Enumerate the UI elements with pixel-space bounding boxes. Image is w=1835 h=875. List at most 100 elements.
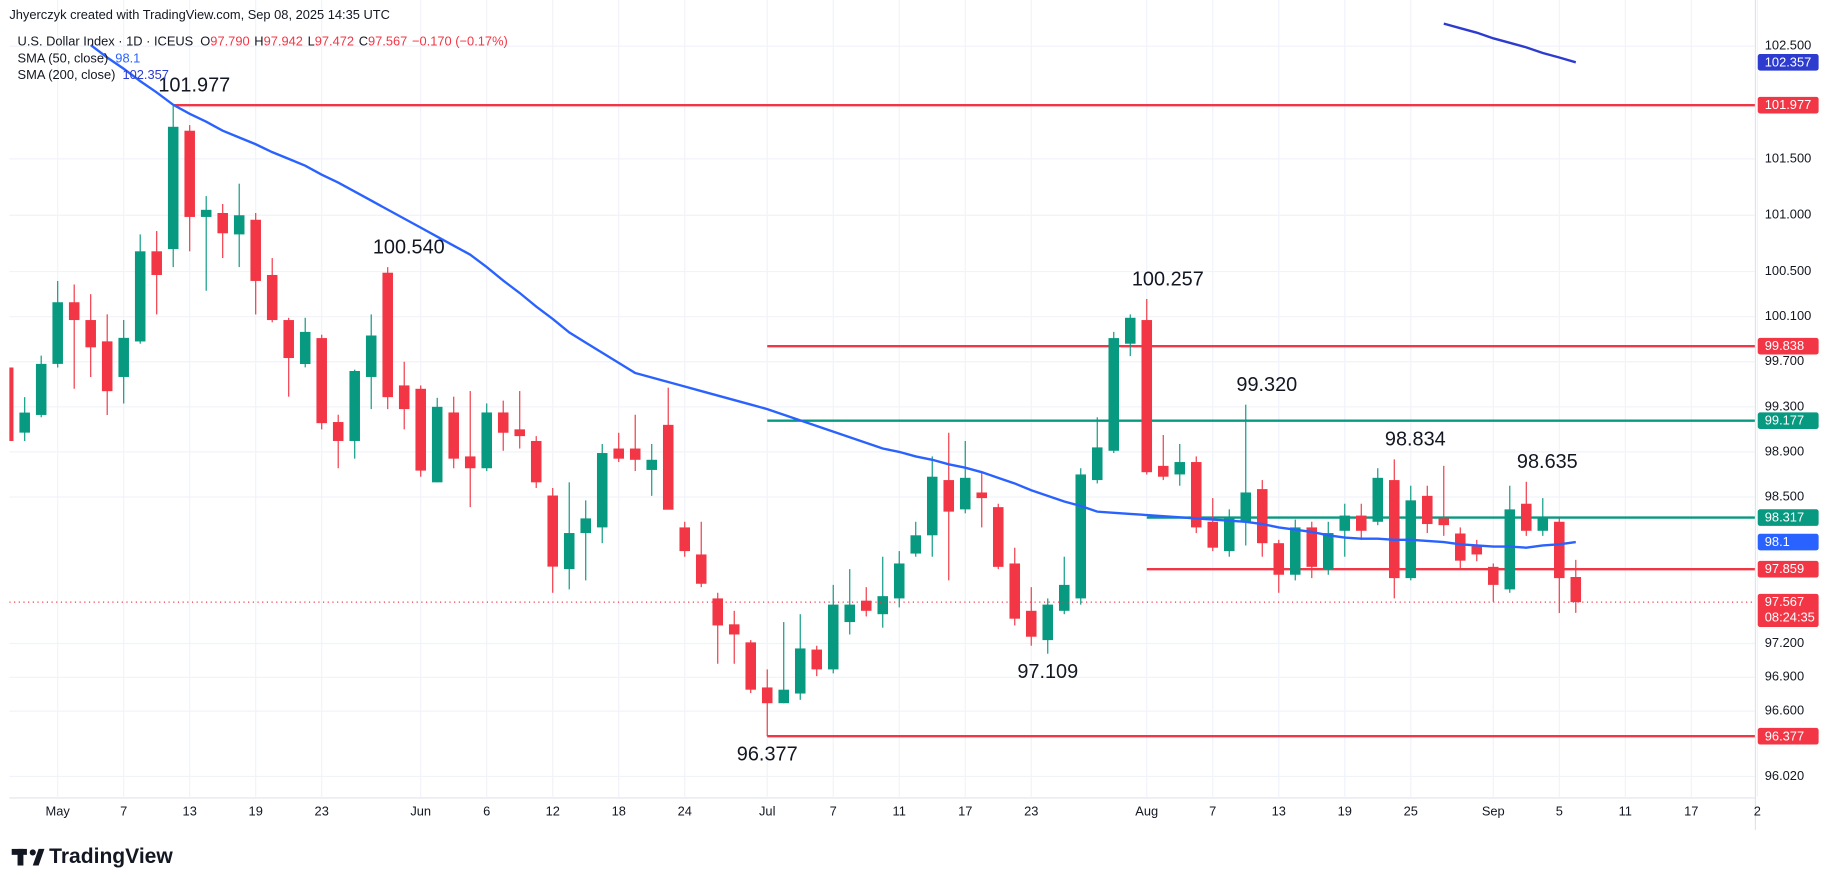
candle-body bbox=[85, 320, 96, 348]
candle-body bbox=[1124, 317, 1136, 344]
quote-key: H bbox=[254, 34, 263, 49]
candle-body bbox=[728, 624, 740, 635]
legend-value: 102.357 bbox=[122, 67, 168, 82]
x-tick-label: 7 bbox=[830, 804, 837, 819]
candle-body bbox=[679, 527, 690, 552]
y-tick-label: 102.500 bbox=[1765, 38, 1811, 53]
candle-body bbox=[1389, 480, 1400, 579]
candle-body bbox=[299, 331, 311, 365]
candle-body bbox=[1075, 474, 1087, 599]
x-tick-label: 18 bbox=[612, 804, 626, 819]
candle-body bbox=[1554, 521, 1565, 579]
candle-body bbox=[1141, 320, 1153, 473]
price-tag-label: 96.377 bbox=[1765, 728, 1804, 743]
candle-body bbox=[250, 219, 261, 281]
candle-body bbox=[1223, 518, 1235, 552]
annotation: 99.320 bbox=[1236, 374, 1297, 396]
candle-body bbox=[712, 598, 723, 626]
candle-body bbox=[167, 126, 179, 250]
plot-area bbox=[9, 22, 1756, 738]
candle-body bbox=[613, 448, 624, 459]
quote-value: 97.472 bbox=[315, 34, 354, 49]
price-tag-label: 97.859 bbox=[1765, 561, 1804, 576]
x-tick-label: Jun bbox=[410, 804, 431, 819]
candle-body bbox=[1190, 462, 1202, 528]
attribution: Jhyerczyk created with TradingView.com, … bbox=[9, 7, 390, 22]
candle-body bbox=[1009, 563, 1021, 619]
candle-body bbox=[1339, 515, 1351, 531]
candle-body bbox=[332, 422, 344, 441]
candle-body bbox=[481, 412, 492, 469]
candle-body bbox=[1025, 610, 1037, 637]
x-tick-label: 23 bbox=[1024, 804, 1038, 819]
quote-value: 97.942 bbox=[264, 34, 303, 49]
legend-entry: SMA (50, close) 98.1 bbox=[18, 51, 141, 66]
candle-body bbox=[9, 367, 14, 441]
candle-body bbox=[547, 495, 558, 567]
y-tick-label: 97.200 bbox=[1765, 635, 1804, 650]
candle-body bbox=[19, 412, 30, 433]
y-tick-label: 96.600 bbox=[1765, 702, 1804, 717]
y-tick-label: 101.500 bbox=[1765, 150, 1811, 165]
footer-brand: TradingView bbox=[49, 845, 173, 868]
x-tick-label: 17 bbox=[1684, 804, 1698, 819]
annotation: 97.109 bbox=[1017, 661, 1078, 683]
candle-body bbox=[646, 459, 657, 470]
candle-body bbox=[563, 533, 575, 570]
y-tick-label: 96.020 bbox=[1765, 768, 1804, 783]
candle-body bbox=[844, 604, 856, 623]
candle-body bbox=[530, 440, 542, 483]
annotation: 100.257 bbox=[1132, 268, 1204, 290]
price-tag bbox=[1757, 509, 1819, 526]
annotation: 98.635 bbox=[1517, 451, 1578, 473]
candle-body bbox=[1471, 545, 1483, 555]
annotation: 98.834 bbox=[1385, 429, 1446, 451]
price-tag bbox=[1757, 54, 1819, 71]
axes: 102.500 101.500 101.000 100.500 100.100 99.70… bbox=[46, 38, 1812, 819]
x-tick-label: 19 bbox=[249, 804, 263, 819]
candle-body bbox=[101, 341, 113, 392]
y-tick-label: 100.100 bbox=[1765, 308, 1811, 323]
y-tick-label: 96.900 bbox=[1765, 669, 1804, 684]
candle-body bbox=[695, 554, 707, 584]
candle-body bbox=[1174, 462, 1186, 475]
candle-body bbox=[860, 600, 872, 611]
candle-body bbox=[365, 335, 377, 377]
y-tick-label: 98.500 bbox=[1765, 488, 1804, 503]
candle-body bbox=[943, 480, 955, 512]
legend-entry: SMA (200, close) 102.357 bbox=[18, 67, 169, 82]
candle-body bbox=[1157, 465, 1169, 477]
candle-body bbox=[1372, 477, 1384, 522]
x-tick-label: 5 bbox=[1556, 804, 1563, 819]
candle-body bbox=[316, 338, 327, 424]
logo: TradingView bbox=[11, 845, 173, 868]
candle-body bbox=[745, 642, 757, 690]
candle-body bbox=[283, 320, 294, 359]
candle-body bbox=[629, 448, 641, 460]
y-tick-label: 99.300 bbox=[1765, 398, 1804, 413]
x-tick-label: 13 bbox=[1272, 804, 1286, 819]
candle-body bbox=[398, 385, 410, 410]
annotation: 100.540 bbox=[373, 236, 445, 258]
price-tags: 101.977 99.838 99.177 98.317 97.859 96.377 98.… bbox=[1757, 54, 1819, 745]
candle-body bbox=[1256, 489, 1268, 544]
candle-body bbox=[184, 130, 195, 217]
x-tick-label: 24 bbox=[678, 804, 692, 819]
candle-body bbox=[266, 274, 278, 321]
candle-body bbox=[827, 604, 839, 670]
candle-body bbox=[893, 563, 905, 599]
price-tag-label: 101.977 bbox=[1765, 97, 1811, 112]
candle-body bbox=[1521, 503, 1532, 531]
x-tick-label: May bbox=[46, 804, 71, 819]
candle-body bbox=[497, 412, 509, 433]
price-tag-label: 99.177 bbox=[1765, 413, 1804, 428]
candle-body bbox=[448, 412, 459, 459]
countdown: 08:24:35 bbox=[1765, 609, 1815, 624]
candle-body bbox=[464, 456, 476, 469]
candle-body bbox=[1108, 338, 1120, 451]
quote-key: C bbox=[359, 34, 368, 49]
candle-body bbox=[910, 535, 922, 554]
candle-body bbox=[1438, 518, 1450, 526]
candle-body bbox=[992, 507, 1004, 567]
